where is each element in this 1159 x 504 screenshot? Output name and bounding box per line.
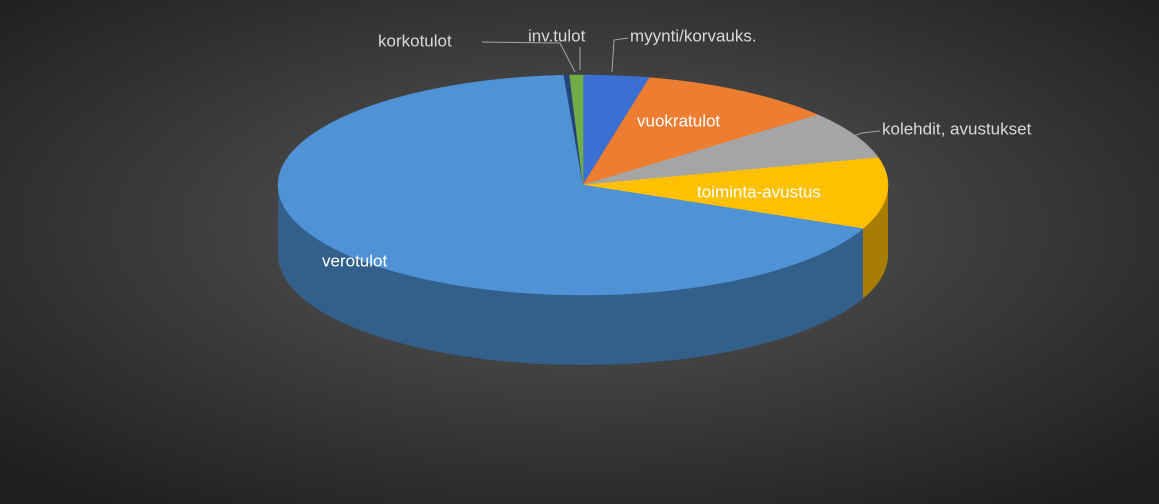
data-label: toiminta-avustus — [697, 182, 821, 201]
pie-slice — [582, 74, 650, 186]
pie-slice — [277, 74, 864, 296]
data-label: verotulot — [322, 251, 387, 270]
pie-slice — [569, 74, 584, 186]
leader-line — [481, 41, 576, 73]
pie-slice-side — [278, 185, 863, 365]
data-label: myynti/korvauks. — [630, 26, 757, 45]
leader-line — [611, 37, 629, 73]
data-label: vuokratulot — [637, 111, 720, 130]
data-label: kolehdit, avustukset — [882, 119, 1032, 138]
pie-slice — [582, 157, 889, 229]
leader-line — [841, 130, 881, 141]
pie-slice-side — [862, 185, 888, 299]
data-label: korkotulot — [378, 31, 452, 50]
pie-slice — [582, 77, 819, 186]
data-label: inv.tulot — [528, 26, 586, 45]
